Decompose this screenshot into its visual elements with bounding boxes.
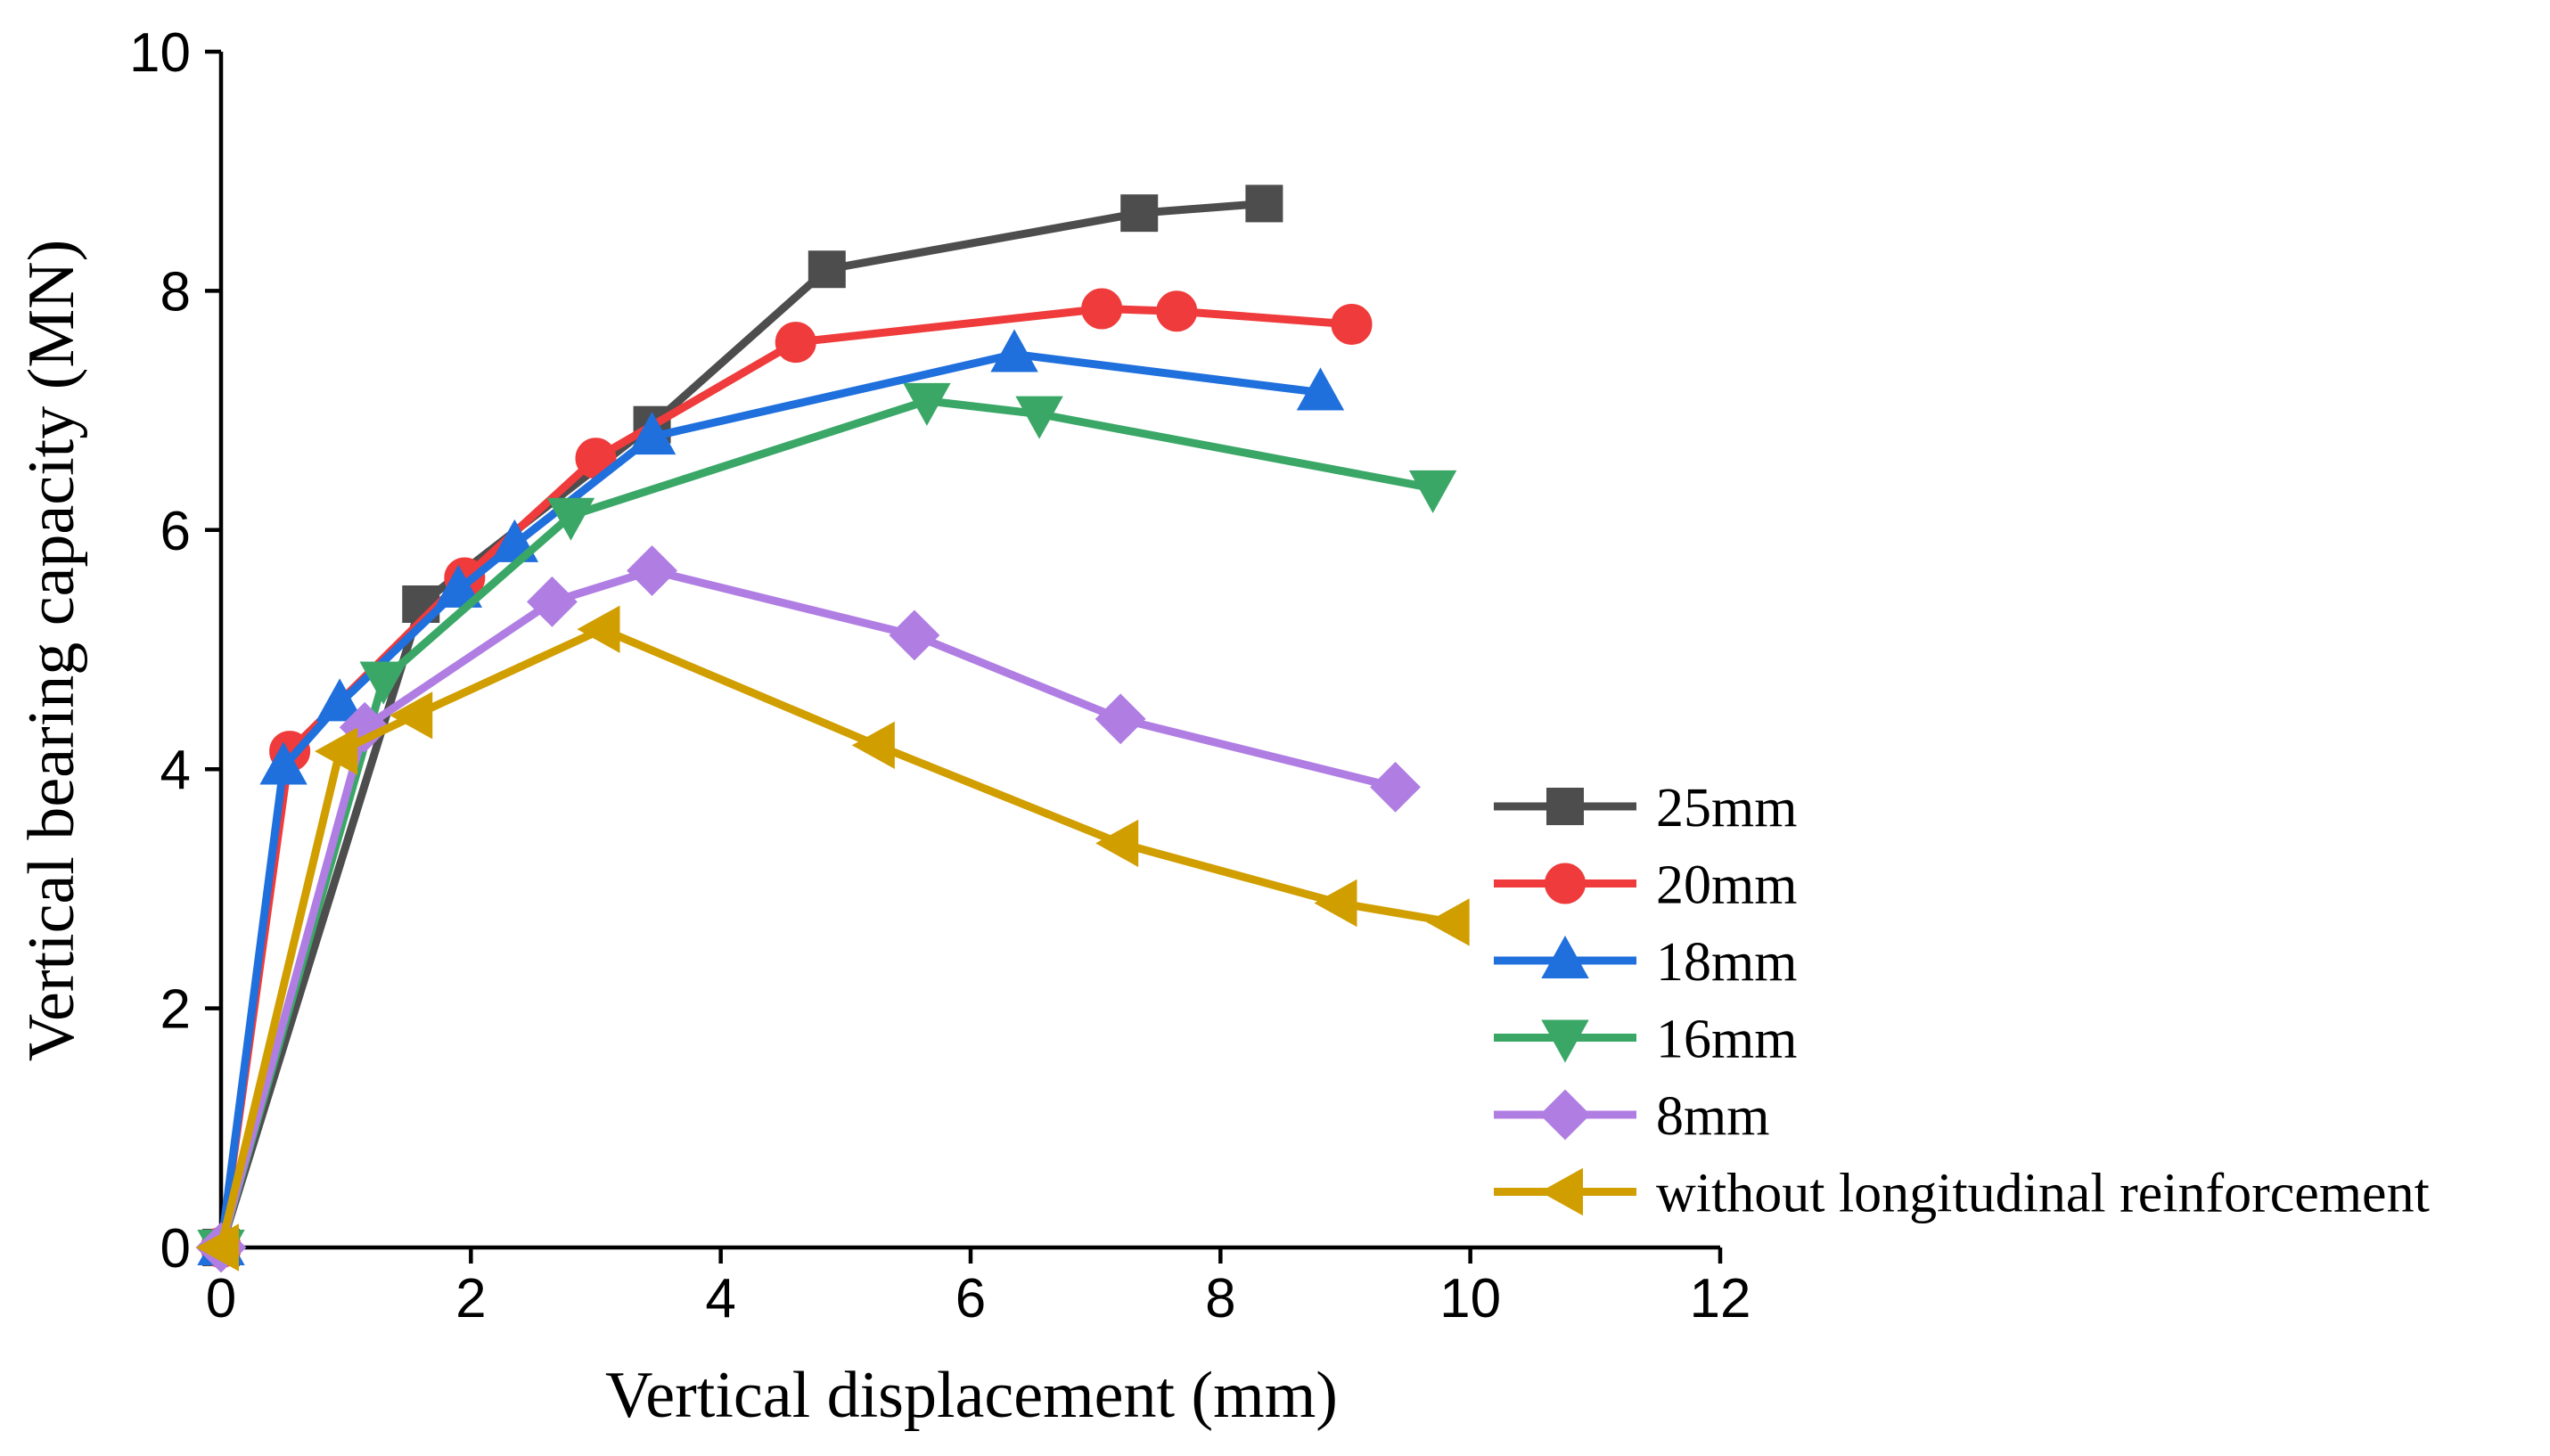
x-tick-label: 12	[1690, 1268, 1751, 1329]
legend-entry: 8mm	[1494, 1086, 1769, 1147]
data-point	[1296, 367, 1345, 411]
data-point	[1331, 303, 1373, 345]
series-line	[217, 350, 1322, 1248]
data-point	[1081, 288, 1123, 330]
y-tick-label: 8	[160, 261, 191, 323]
data-point	[889, 609, 940, 661]
data-point	[316, 678, 364, 722]
series-without-longitudinal-reinforcement	[195, 605, 1470, 1272]
data-point	[389, 691, 433, 740]
series-line	[217, 397, 1434, 1249]
data-point	[1095, 819, 1139, 868]
data-point	[1245, 184, 1283, 223]
legend-entry: 25mm	[1494, 778, 1797, 838]
legend-marker	[1539, 1089, 1591, 1141]
x-tick-label: 10	[1439, 1268, 1501, 1329]
y-tick-label: 10	[129, 22, 191, 84]
x-tick-label: 2	[455, 1268, 486, 1329]
x-tick-label: 0	[206, 1268, 236, 1329]
y-tick-label: 4	[160, 740, 191, 801]
legend-marker	[1541, 1019, 1589, 1063]
data-point	[359, 661, 407, 705]
legend-marker	[1546, 788, 1584, 825]
data-point	[195, 1223, 239, 1272]
series-20mm	[201, 288, 1373, 1268]
data-point	[627, 545, 677, 596]
x-tick-label: 8	[1205, 1268, 1235, 1329]
legend-label: 16mm	[1656, 1010, 1797, 1070]
legend-label: 25mm	[1656, 778, 1797, 838]
series-16mm	[197, 382, 1457, 1273]
data-point	[627, 412, 676, 455]
axes	[218, 52, 1720, 1250]
legend-entry: 20mm	[1494, 855, 1797, 916]
data-point	[808, 250, 846, 289]
series-layer	[195, 184, 1470, 1273]
data-point	[577, 605, 620, 653]
x-tick-label: 6	[955, 1268, 986, 1329]
y-tick-label: 2	[160, 979, 191, 1041]
data-point	[990, 329, 1038, 372]
y-axis-title: Vertical bearing capacity (MN)	[15, 240, 88, 1062]
legend-marker	[1541, 935, 1589, 978]
x-axis-title: Vertical displacement (mm)	[605, 1359, 1338, 1432]
data-point	[1314, 879, 1357, 928]
data-point	[1015, 396, 1063, 439]
legend: 25mm 20mm 18mm 16mm 8mm without longitudinal …	[1494, 778, 2430, 1224]
legend-entry: without longitudinal reinforcement	[1494, 1164, 2430, 1224]
data-point	[1370, 761, 1421, 813]
data-point	[546, 497, 595, 541]
series-8mm	[195, 545, 1421, 1273]
legend-entry: 16mm	[1494, 1010, 1797, 1070]
data-point	[851, 721, 895, 770]
legend-label: without longitudinal reinforcement	[1656, 1164, 2430, 1224]
legend-label: 18mm	[1656, 932, 1797, 993]
legend-entry: 18mm	[1494, 932, 1797, 993]
data-point	[1426, 898, 1470, 946]
y-tick-label: 0	[160, 1218, 191, 1280]
x-tick-label: 4	[705, 1268, 735, 1329]
legend-label: 8mm	[1656, 1086, 1769, 1147]
data-point	[903, 382, 951, 426]
data-point	[1156, 290, 1198, 332]
legend-marker	[1539, 1167, 1583, 1216]
data-point	[434, 564, 483, 608]
y-tick-label: 6	[160, 501, 191, 562]
data-point	[1120, 194, 1159, 233]
ticks: 0 2 4 6 8 10 12 0 2 4 6 8 10	[129, 22, 1751, 1329]
data-point	[1095, 693, 1146, 745]
data-point	[775, 322, 816, 364]
legend-label: 20mm	[1656, 855, 1797, 916]
data-point	[259, 741, 307, 785]
legend-marker	[1545, 863, 1586, 904]
data-point	[1408, 470, 1457, 513]
data-point	[315, 727, 358, 775]
series-18mm	[197, 329, 1345, 1265]
data-point	[527, 576, 578, 627]
